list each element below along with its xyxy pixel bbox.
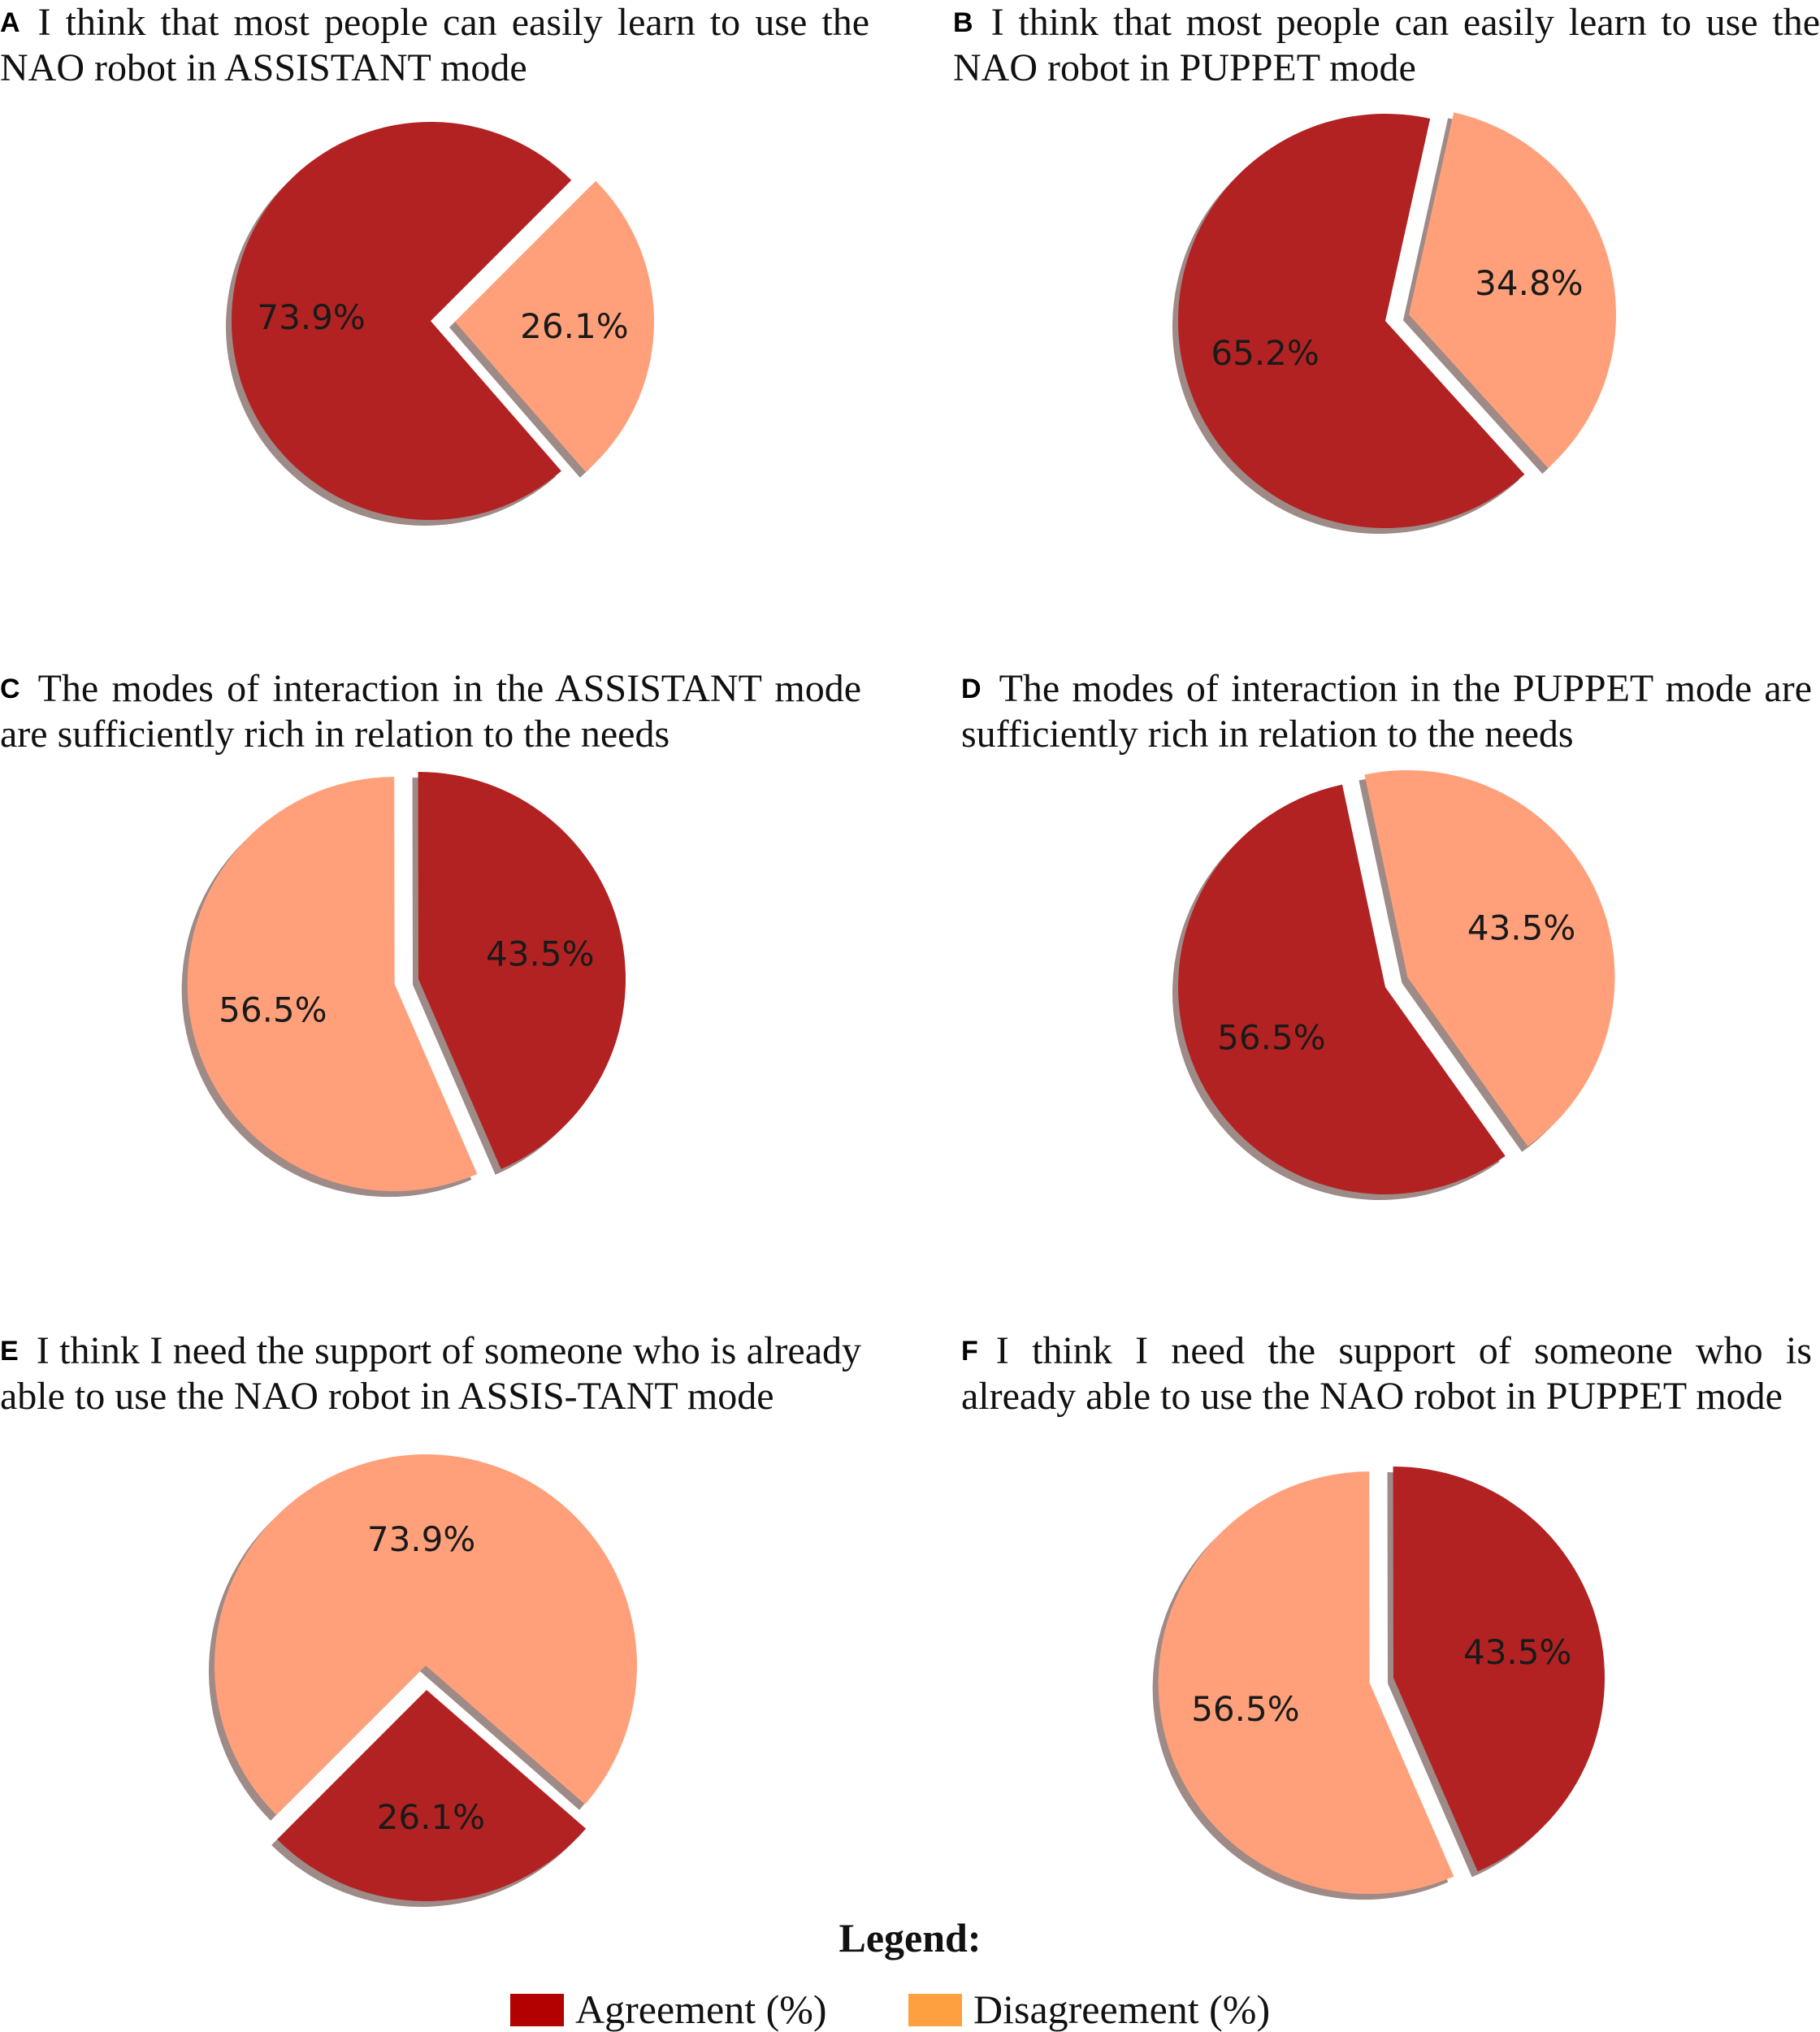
legend-title: Legend: <box>838 1915 982 1961</box>
pie-a-slice-agreement <box>231 121 572 520</box>
pie-b-slice-agreement <box>1178 114 1525 529</box>
panel-c-title: C The modes of interaction in the ASSISTA… <box>0 667 861 756</box>
legend-agreement-label: Agreement (%) <box>575 1987 827 2032</box>
pie-b-label-disagreement: 34.8% <box>1475 263 1583 303</box>
legend-item-disagreement: Disagreement (%) <box>908 1987 1270 2032</box>
pie-b-slice-disagreement <box>1408 112 1616 469</box>
pie-f-slice-agreement <box>1393 1467 1605 1872</box>
pie-d-label-agreement: 56.5% <box>1217 1017 1325 1057</box>
pie-e-label-disagreement: 73.9% <box>367 1519 475 1559</box>
pie-chart-a: 73.9% 26.1% <box>225 121 654 526</box>
pie-f-slice-disagreement <box>1158 1471 1454 1895</box>
pie-a-label-agreement: 73.9% <box>257 297 365 337</box>
pie-d-slice-disagreement <box>1364 769 1615 1146</box>
pie-c-slice-disagreement <box>187 777 478 1192</box>
pie-e-label-agreement: 26.1% <box>377 1797 485 1837</box>
panel-c: C The modes of interaction in the ASSISTA… <box>0 666 861 756</box>
pie-c-slice-agreement <box>418 772 626 1169</box>
legend: Legend: Agreement (%) Disagreement (%) <box>0 1913 1820 2032</box>
agreement-swatch <box>510 1994 564 2026</box>
pie-c-label-agreement: 43.5% <box>486 934 594 974</box>
pie-e-slice-agreement <box>277 1690 587 1901</box>
pie-c-label-disagreement: 56.5% <box>219 990 327 1029</box>
panel-e-letter: E <box>0 1336 19 1367</box>
pie-f-label-disagreement: 56.5% <box>1191 1689 1299 1729</box>
panel-d: D The modes of interaction in the PUPPET … <box>961 666 1812 756</box>
pie-chart-b: 65.2% 34.8% <box>1172 112 1616 535</box>
pie-chart-d: 56.5% 43.5% <box>1172 769 1615 1201</box>
pie-a-slice-disagreement <box>454 180 654 472</box>
pie-f-label-agreement: 43.5% <box>1463 1632 1571 1672</box>
panel-c-letter: C <box>0 674 20 704</box>
panel-d-title: D The modes of interaction in the PUPPET … <box>961 667 1812 756</box>
panel-b-letter: B <box>953 7 973 38</box>
pie-b-label-agreement: 65.2% <box>1211 333 1319 373</box>
pie-chart-c: 43.5% 56.5% <box>181 772 626 1198</box>
panel-f-letter: F <box>961 1336 978 1367</box>
pie-a-label-disagreement: 26.1% <box>520 306 628 346</box>
pie-d-label-disagreement: 43.5% <box>1467 908 1575 947</box>
panel-d-letter: D <box>961 674 982 704</box>
pie-d-slice-agreement <box>1178 784 1506 1194</box>
legend-item-agreement: Agreement (%) <box>510 1987 827 2032</box>
disagreement-swatch <box>908 1994 962 2026</box>
pie-chart-e: 26.1% 73.9% <box>208 1454 637 1907</box>
pie-e-slice-disagreement <box>214 1454 637 1815</box>
panel-a-letter: A <box>0 7 20 38</box>
legend-disagreement-label: Disagreement (%) <box>973 1987 1271 2032</box>
pie-chart-f: 43.5% 56.5% <box>1152 1467 1605 1900</box>
